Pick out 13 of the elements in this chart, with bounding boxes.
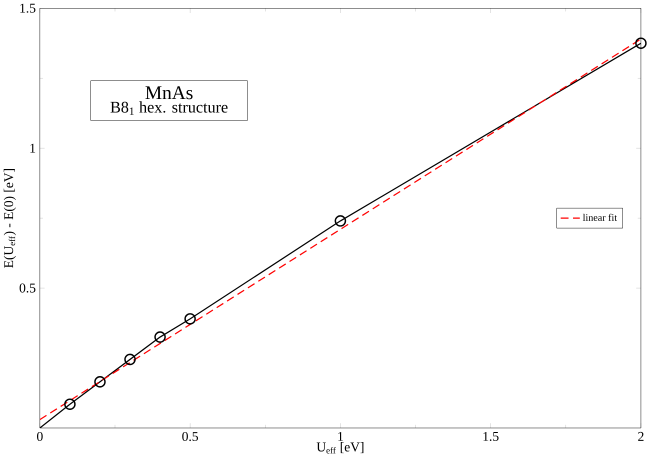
- y-tick-label: 1.5: [20, 4, 36, 13]
- y-tick-label: 1: [30, 144, 36, 153]
- x-tick-label: 1.5: [483, 432, 499, 441]
- x-axis-title: U$_{eff}$ [eV]: [316, 442, 364, 454]
- annotation: B8$_{1}$ hex. structure: [110, 101, 228, 115]
- x-tick-label: 1: [338, 432, 343, 441]
- x-tick-label: 0: [37, 432, 43, 441]
- legend-label: linear fit: [582, 214, 618, 221]
- annotation: MnAs: [145, 86, 193, 100]
- x-tick-label: 2: [638, 432, 644, 441]
- y-axis-title: E(U$_{eff}$) - E(0) [eV]: [4, 168, 16, 268]
- x-tick-label: 0.5: [182, 432, 198, 441]
- y-tick-label: 0.5: [20, 283, 36, 293]
